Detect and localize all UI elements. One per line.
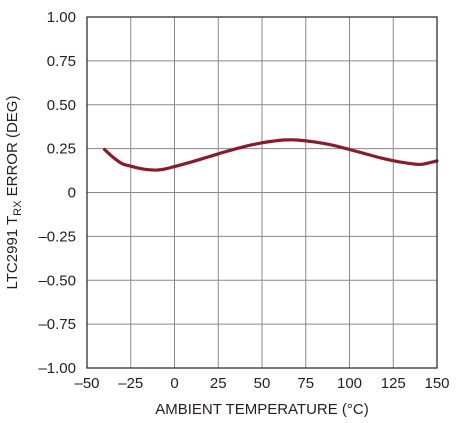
y-tick-label: 0 [68, 185, 76, 202]
x-tick-label: 100 [337, 375, 362, 392]
x-tick-label: –25 [118, 375, 143, 392]
y-tick-label: –0.25 [38, 228, 76, 245]
x-tick-label: 50 [254, 375, 271, 392]
y-axis-title-suffix: ERROR (DEG) [4, 96, 21, 201]
series-layer [102, 138, 439, 172]
grid [87, 17, 437, 368]
tick-labels: –50 –25 0 25 50 75 100 125 150 1.00 0.75 0.50 0.25 0 –… [38, 9, 449, 392]
x-tick-label: 125 [381, 375, 406, 392]
plot-frame [86, 16, 438, 369]
y-tick-label: –0.75 [38, 316, 76, 333]
y-tick-label: –0.50 [38, 272, 76, 289]
y-axis-title-subscript: RX [12, 200, 24, 216]
x-tick-label: 75 [297, 375, 314, 392]
x-tick-label: 0 [170, 375, 178, 392]
x-tick-label: 150 [424, 375, 449, 392]
y-tick-label: –1.00 [38, 360, 76, 377]
y-tick-label: 1.00 [47, 9, 76, 26]
x-tick-label: 25 [210, 375, 227, 392]
y-tick-label: 0.75 [47, 53, 76, 70]
y-tick-label: 0.25 [47, 141, 76, 158]
x-axis-title: AMBIENT TEMPERATURE (°C) [155, 401, 369, 418]
y-tick-label: 0.50 [47, 97, 76, 114]
series-line [102, 138, 439, 172]
y-axis-title-prefix: LTC2991 T [4, 216, 21, 290]
y-axis-title: LTC2991 TRX ERROR (DEG) [4, 96, 24, 290]
x-tick-label: –50 [74, 375, 99, 392]
